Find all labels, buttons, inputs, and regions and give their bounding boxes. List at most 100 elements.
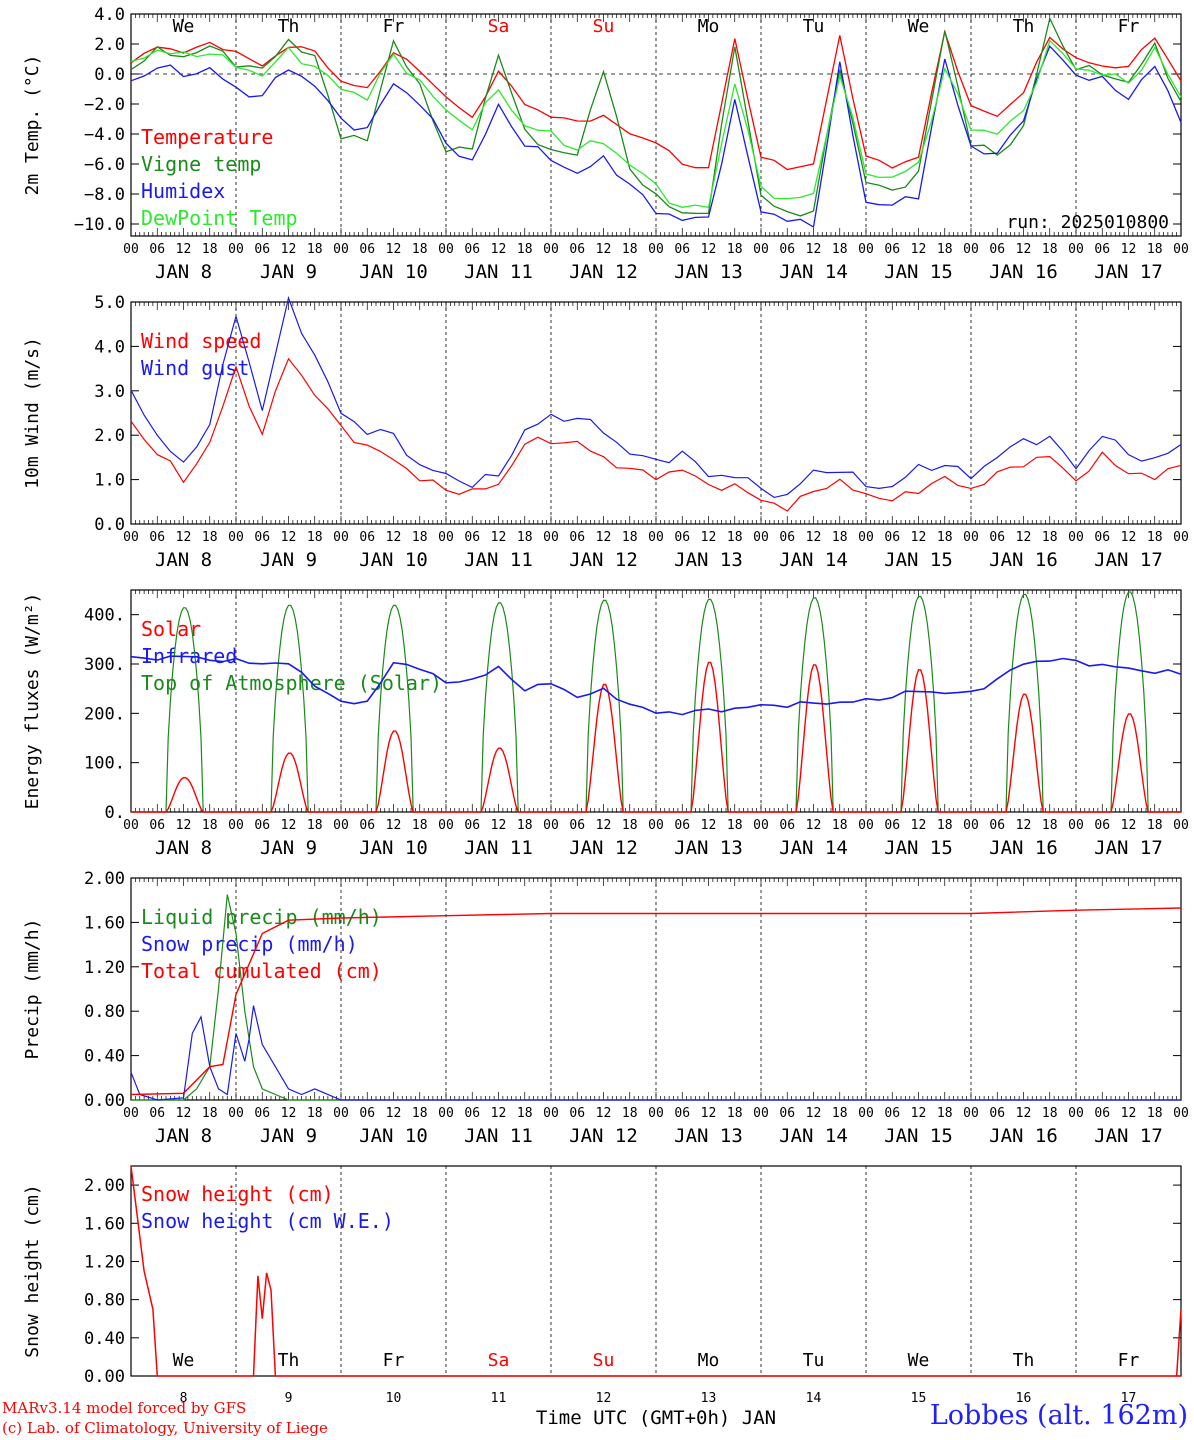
- hour-tick-label: 00: [648, 1106, 664, 1121]
- date-label: JAN 13: [674, 1125, 743, 1147]
- hour-tick-label: 06: [674, 1106, 690, 1121]
- y-tick-label: 2.00: [84, 1176, 125, 1196]
- hour-tick-label: 06: [884, 818, 900, 833]
- day-number-label: 16: [1016, 1391, 1032, 1406]
- weekday-label: Fr: [383, 16, 405, 37]
- series-line-infrared: [130, 655, 1182, 716]
- weekday-label: Fr: [383, 1350, 405, 1371]
- date-label: JAN 9: [260, 1125, 317, 1147]
- date-label: JAN 16: [989, 1125, 1058, 1147]
- hour-tick-label: 06: [1094, 530, 1110, 545]
- y-tick-label: 1.20: [84, 1252, 125, 1272]
- hour-tick-label: 12: [491, 818, 507, 833]
- station-title: Lobbes (alt. 162m): [929, 1400, 1188, 1431]
- hour-tick-label: 12: [806, 818, 822, 833]
- hour-tick-label: 12: [176, 1106, 192, 1121]
- hour-tick-label: 18: [1147, 818, 1163, 833]
- hour-tick-label: 18: [622, 818, 638, 833]
- series-line-snow-height-end: [1175, 1309, 1182, 1377]
- y-tick-label: 200.: [84, 704, 125, 724]
- y-tick-label: 0.40: [84, 1047, 125, 1067]
- hour-tick-label: 00: [333, 818, 349, 833]
- hour-tick-label: 12: [386, 1106, 402, 1121]
- y-tick-label: −8.0: [84, 185, 125, 205]
- weekday-label: Fr: [1118, 16, 1140, 37]
- hour-tick-label: 12: [596, 1106, 612, 1121]
- y-tick-label: 0.80: [84, 1002, 125, 1022]
- series-line-dewpoint-temp: [130, 39, 1182, 209]
- hour-tick-label: 00: [228, 242, 244, 257]
- hour-tick-label: 00: [858, 242, 874, 257]
- hour-tick-label: 12: [491, 242, 507, 257]
- hour-tick-label: 00: [228, 530, 244, 545]
- hour-tick-label: 12: [176, 818, 192, 833]
- legend-wind-gust: Wind gust: [141, 356, 249, 380]
- hour-tick-label: 00: [543, 530, 559, 545]
- hour-tick-label: 06: [569, 818, 585, 833]
- hour-tick-label: 06: [359, 530, 375, 545]
- hour-tick-label: 18: [832, 530, 848, 545]
- legend-snow-height-cm-w-e-: Snow height (cm W.E.): [141, 1209, 394, 1233]
- hour-tick-label: 00: [333, 530, 349, 545]
- hour-tick-label: 18: [727, 242, 743, 257]
- legend-snow-precip-mm-h-: Snow precip (mm/h): [141, 932, 358, 956]
- date-label: JAN 14: [779, 549, 848, 571]
- hour-tick-label: 18: [937, 818, 953, 833]
- hour-tick-label: 06: [674, 530, 690, 545]
- hour-tick-label: 06: [149, 530, 165, 545]
- weekday-label: Su: [593, 16, 615, 37]
- y-tick-label: −10.0: [74, 215, 125, 235]
- weekday-label: We: [908, 16, 930, 37]
- hour-tick-label: 00: [123, 242, 139, 257]
- legend-dewpoint-temp: DewPoint Temp: [141, 206, 298, 230]
- legend-total-cumulated-cm-: Total cumulated (cm): [141, 959, 382, 983]
- hour-tick-label: 12: [806, 242, 822, 257]
- date-label: JAN 15: [884, 837, 953, 859]
- hour-tick-label: 12: [701, 1106, 717, 1121]
- hour-tick-label: 06: [464, 818, 480, 833]
- day-number-label: 9: [285, 1391, 293, 1406]
- y-tick-label: 0.: [105, 803, 125, 823]
- hour-tick-label: 06: [989, 242, 1005, 257]
- date-label: JAN 14: [779, 261, 848, 283]
- series-line-total-cumulated: [130, 907, 1182, 1096]
- date-label: JAN 14: [779, 1125, 848, 1147]
- hour-tick-label: 00: [228, 1106, 244, 1121]
- hour-tick-label: 12: [386, 530, 402, 545]
- y-axis-title: Precip (mm/h): [22, 919, 43, 1060]
- hour-tick-label: 12: [491, 1106, 507, 1121]
- y-axis-title: Snow height (cm): [22, 1184, 43, 1357]
- hour-tick-label: 18: [517, 530, 533, 545]
- date-label: JAN 8: [155, 1125, 212, 1147]
- y-tick-label: 0.00: [84, 1091, 125, 1111]
- hour-tick-label: 00: [963, 818, 979, 833]
- hour-tick-label: 06: [1094, 818, 1110, 833]
- hour-tick-label: 00: [753, 242, 769, 257]
- hour-tick-label: 18: [412, 242, 428, 257]
- day-number-label: 10: [386, 1391, 402, 1406]
- date-label: JAN 8: [155, 549, 212, 571]
- hour-tick-label: 06: [464, 242, 480, 257]
- y-tick-label: 4.0: [94, 337, 125, 357]
- date-label: JAN 15: [884, 261, 953, 283]
- date-label: JAN 9: [260, 261, 317, 283]
- hour-tick-label: 06: [674, 242, 690, 257]
- hour-tick-label: 18: [517, 818, 533, 833]
- weekday-label: We: [908, 1350, 930, 1371]
- hour-tick-label: 06: [254, 530, 270, 545]
- hour-tick-label: 00: [963, 530, 979, 545]
- hour-tick-label: 12: [1016, 530, 1032, 545]
- hour-tick-label: 18: [937, 242, 953, 257]
- hour-tick-label: 06: [254, 818, 270, 833]
- hour-tick-label: 12: [806, 530, 822, 545]
- y-tick-label: 300.: [84, 655, 125, 675]
- y-tick-label: −6.0: [84, 155, 125, 175]
- lab-credit: (c) Lab. of Climatology, University of L…: [2, 1419, 328, 1437]
- date-label: JAN 11: [464, 261, 533, 283]
- y-tick-label: 0.80: [84, 1291, 125, 1311]
- hour-tick-label: 06: [989, 1106, 1005, 1121]
- hour-tick-label: 06: [569, 242, 585, 257]
- hour-tick-label: 06: [464, 530, 480, 545]
- y-tick-label: 3.0: [94, 382, 125, 402]
- hour-tick-label: 12: [596, 530, 612, 545]
